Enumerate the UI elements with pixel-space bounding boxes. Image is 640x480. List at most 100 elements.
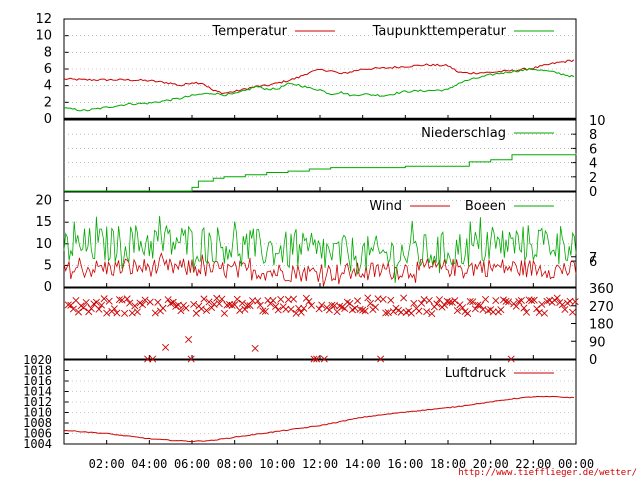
series-line-dewpoint (63, 67, 575, 112)
y-tick-label-pressure: 1008 (23, 416, 52, 430)
wind-direction-point (320, 355, 328, 363)
chart-labels: 0246810120510152010041006100810101012101… (23, 12, 614, 471)
wind-direction-point (208, 304, 216, 312)
x-tick-label: 06:00 (174, 457, 210, 471)
y-tick-label-pressure: 1016 (23, 374, 52, 388)
wind-direction-point (121, 309, 129, 317)
wind-direction-point (274, 306, 282, 314)
y-tick-label-temperature: 2 (44, 95, 52, 110)
wind-direction-point (164, 296, 172, 304)
y-tick-label-wind: 5 (44, 258, 52, 273)
wind-direction-point (190, 300, 198, 308)
wind-direction-point (261, 307, 269, 315)
wind-direction-point (361, 307, 369, 315)
y-tick-label-pressure: 1004 (23, 437, 52, 451)
wind-direction-point (464, 309, 472, 317)
source-url: http://www.tiefflieger.de/wetter/ (458, 468, 637, 478)
x-tick-label: 04:00 (131, 457, 167, 471)
y-tick-label-right-wind_direction: 180 (589, 318, 614, 333)
y-tick-label-right-precipitation: 0 (589, 185, 597, 200)
wind-direction-point (415, 307, 423, 315)
chart-panels (63, 18, 577, 445)
wind-direction-point (87, 305, 95, 313)
wind-direction-point (202, 307, 211, 315)
panel-frame-wind_direction (63, 287, 577, 360)
wind-direction-point (295, 304, 303, 312)
y-tick-label-wind: 15 (35, 215, 52, 230)
wind-direction-point (115, 296, 123, 304)
series-line-wind (63, 252, 577, 287)
legend-label: Wind (369, 199, 402, 214)
legend-label: Temperatur (211, 24, 287, 39)
wind-direction-point (446, 298, 454, 306)
y-tick-label-temperature: 0 (44, 112, 52, 127)
y-tick-label-right-precipitation: 2 (589, 171, 597, 186)
y-tick-label-wind: 20 (35, 194, 52, 209)
wind-direction-point (103, 309, 111, 317)
wind-direction-point (149, 355, 157, 363)
wind-direction-point (379, 295, 387, 303)
wind-direction-point (282, 305, 290, 313)
wind-direction-point (428, 310, 436, 318)
wind-direction-point (325, 306, 333, 314)
series-line-temperature (63, 59, 575, 95)
wind-direction-point (169, 298, 177, 306)
wind-direction-point (126, 299, 134, 307)
legend-label: Niederschlag (421, 126, 506, 141)
y-tick-label-right-precipitation: 8 (589, 128, 597, 143)
wind-direction-point (558, 301, 566, 309)
wind-direction-point (277, 295, 285, 303)
wind-direction-point (507, 355, 515, 363)
wind-direction-point (226, 301, 234, 309)
wind-direction-point (515, 298, 523, 306)
wind-direction-point (69, 305, 77, 313)
wind-direction-point (382, 309, 390, 317)
chart-plots (63, 59, 579, 443)
wind-direction-point (74, 308, 83, 316)
y-tick-label-right-wind_direction: 0 (589, 353, 597, 368)
wind-direction-point (336, 302, 344, 310)
wind-direction-point (146, 298, 154, 306)
wind-direction-point (471, 305, 479, 313)
wind-direction-point (151, 309, 159, 317)
wind-direction-point (159, 304, 167, 312)
wind-direction-point (354, 297, 362, 305)
legend-label: Boeen (465, 199, 506, 214)
series-line-precipitation (64, 153, 577, 192)
wind-direction-point (287, 305, 295, 313)
wind-direction-point (187, 355, 195, 363)
wind-direction-point (197, 305, 205, 313)
wind-direction-point (300, 304, 308, 312)
wind-direction-point (231, 301, 239, 309)
wind-direction-point (182, 304, 190, 312)
wind-direction-point (512, 302, 520, 310)
wind-direction-point (205, 298, 213, 306)
wind-direction-point (110, 305, 118, 313)
wind-direction-point (423, 308, 431, 316)
y-tick-label-right-wind: 7 (589, 251, 597, 266)
wind-direction-point (177, 307, 185, 315)
wind-direction-point (466, 297, 474, 306)
x-tick-label: 14:00 (345, 457, 381, 471)
wind-direction-point (397, 308, 405, 316)
x-tick-label: 10:00 (259, 457, 295, 471)
wind-direction-point (522, 308, 531, 316)
wind-direction-point (492, 297, 500, 305)
wind-direction-point (185, 335, 193, 343)
x-tick-label: 16:00 (387, 457, 423, 471)
legend-label: Luftdruck (445, 366, 507, 381)
x-tick-label: 20:00 (473, 457, 509, 471)
wind-direction-point (269, 296, 277, 304)
wind-direction-point (138, 301, 147, 309)
wind-direction-point (98, 301, 106, 309)
wind-direction-point (458, 304, 467, 312)
wind-direction-point (505, 298, 513, 306)
wind-direction-point (528, 297, 536, 305)
wind-direction-point (540, 309, 548, 317)
wind-direction-point (469, 298, 477, 306)
y-tick-label-temperature: 10 (35, 29, 52, 44)
wind-direction-point (241, 305, 249, 313)
y-tick-label-pressure: 1018 (23, 364, 52, 378)
wind-direction-point (131, 302, 139, 310)
wind-direction-point (305, 297, 313, 305)
